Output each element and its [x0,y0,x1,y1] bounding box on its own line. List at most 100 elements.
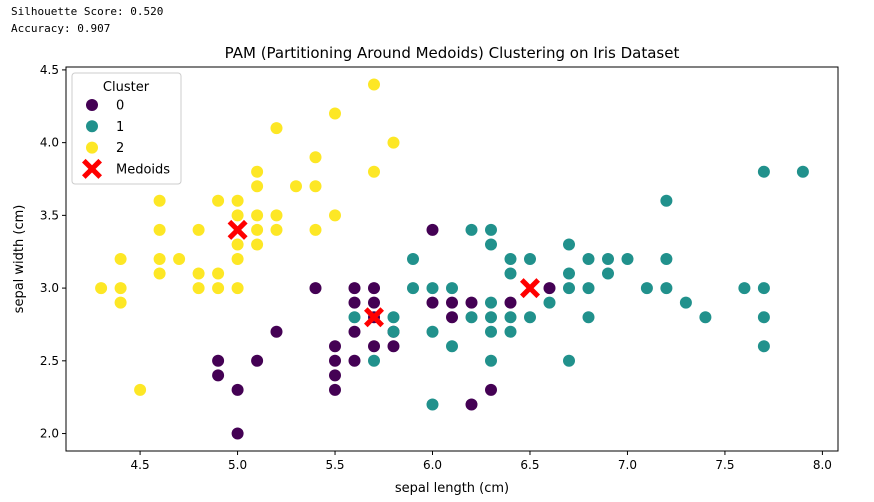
legend-marker [86,99,98,111]
cluster-1-point [524,311,536,324]
cluster-2-point [368,165,380,178]
cluster-2-point [192,267,205,280]
x-tick-label: 6.5 [520,458,539,472]
y-tick-label: 3.5 [40,208,59,222]
cluster-2-point [231,253,244,265]
cluster-0-point [543,282,556,295]
cluster-2-point [231,238,244,251]
cluster-1-point [485,354,497,367]
x-tick-label: 5.0 [228,458,247,472]
cluster-2-point [114,282,127,295]
cluster-1-point [348,311,361,324]
y-tick-label: 2.5 [40,354,59,368]
medoids-layer [227,219,540,328]
x-tick-label: 5.5 [325,458,344,472]
x-tick-label: 8.0 [813,458,832,472]
cluster-0-point [368,296,380,309]
cluster-2-point [173,253,186,265]
cluster-2-point [231,194,244,207]
cluster-0-point [465,296,478,309]
cluster-1-point [621,253,634,265]
legend-medoid-marker [82,158,102,179]
cluster-2-point [114,253,127,265]
cluster-1-point [485,325,497,338]
cluster-2-point [309,151,322,164]
cluster-0-point [426,296,439,309]
cluster-1-point [640,282,653,295]
cluster-1-point [387,325,400,338]
cluster-0-point [446,296,458,309]
cluster-1-point [504,325,517,338]
cluster-1-point [485,223,497,236]
cluster-1-point [465,223,478,236]
x-tick-label: 7.5 [715,458,734,472]
cluster-2-point [290,180,302,193]
y-axis: 2.0 2.5 3.0 3.5 4.0 4.5 [40,63,66,441]
cluster-1-point [699,311,712,324]
cluster-1-point [407,253,419,265]
cluster-2-point [387,136,400,149]
cluster-1-point [582,282,595,295]
cluster-2-point [251,180,264,193]
cluster-2-point [270,223,283,236]
cluster-0-point [329,369,341,382]
cluster-2-point [231,209,244,222]
cluster-2-point [192,223,205,236]
cluster-2-point [153,223,166,236]
medoid-marker [520,278,540,299]
cluster-1-point [757,311,770,324]
legend-title: Cluster [103,80,150,95]
cluster-2-point [231,282,244,295]
cluster-2-point [270,122,283,135]
cluster-1-point [563,267,575,280]
cluster-1-point [679,296,692,309]
cluster-2-point [212,267,225,280]
cluster-2-point [153,194,166,207]
cluster-1-point [757,340,770,353]
cluster-1-point [504,311,517,324]
cluster-2-point [95,282,108,295]
chart-title: PAM (Partitioning Around Medoids) Cluste… [225,44,680,62]
cluster-1-point [368,354,380,367]
cluster-2-point [153,267,166,280]
cluster-0-point [426,223,439,236]
cluster-2-point [251,209,264,222]
y-tick-label: 3.0 [40,281,59,295]
legend-label: 2 [116,141,124,156]
cluster-2-point [114,296,127,309]
cluster-1-point [446,282,458,295]
cluster-1-point [757,165,770,178]
cluster-1-point [660,194,673,207]
cluster-2-point [309,180,322,193]
cluster-1-point [485,238,497,251]
cluster-1-point [563,282,575,295]
legend-label: 1 [116,120,124,135]
y-axis-label: sepal width (cm) [12,205,27,314]
cluster-1-point [660,253,673,265]
cluster-0-point [504,296,517,309]
cluster-0-point [329,383,341,396]
legend-entries: 0 1 2 Medoids [82,99,170,179]
stats-block: Silhouette Score: 0.520 Accuracy: 0.907 [11,3,163,37]
x-tick-label: 6.0 [423,458,442,472]
cluster-2-point [270,209,283,222]
cluster-0-point [231,427,244,440]
legend-label: 0 [116,99,124,114]
cluster-0-point [387,340,400,353]
cluster-1-point [660,282,673,295]
cluster-0-point [309,282,322,295]
cluster-1-point [582,311,595,324]
cluster-1-point [465,311,478,324]
cluster-1-point [387,311,400,324]
cluster-2-point [153,253,166,265]
x-axis: 4.5 5.0 5.5 6.0 6.5 7.0 7.5 8.0 [131,451,832,472]
legend-label: Medoids [116,162,170,177]
cluster-0-point [485,383,497,396]
cluster-1-point [602,267,614,280]
cluster-0-point [329,340,341,353]
cluster-1-point [563,238,575,251]
cluster-0-point [212,369,225,382]
cluster-0-point [212,354,225,367]
cluster-1-point [504,267,517,280]
